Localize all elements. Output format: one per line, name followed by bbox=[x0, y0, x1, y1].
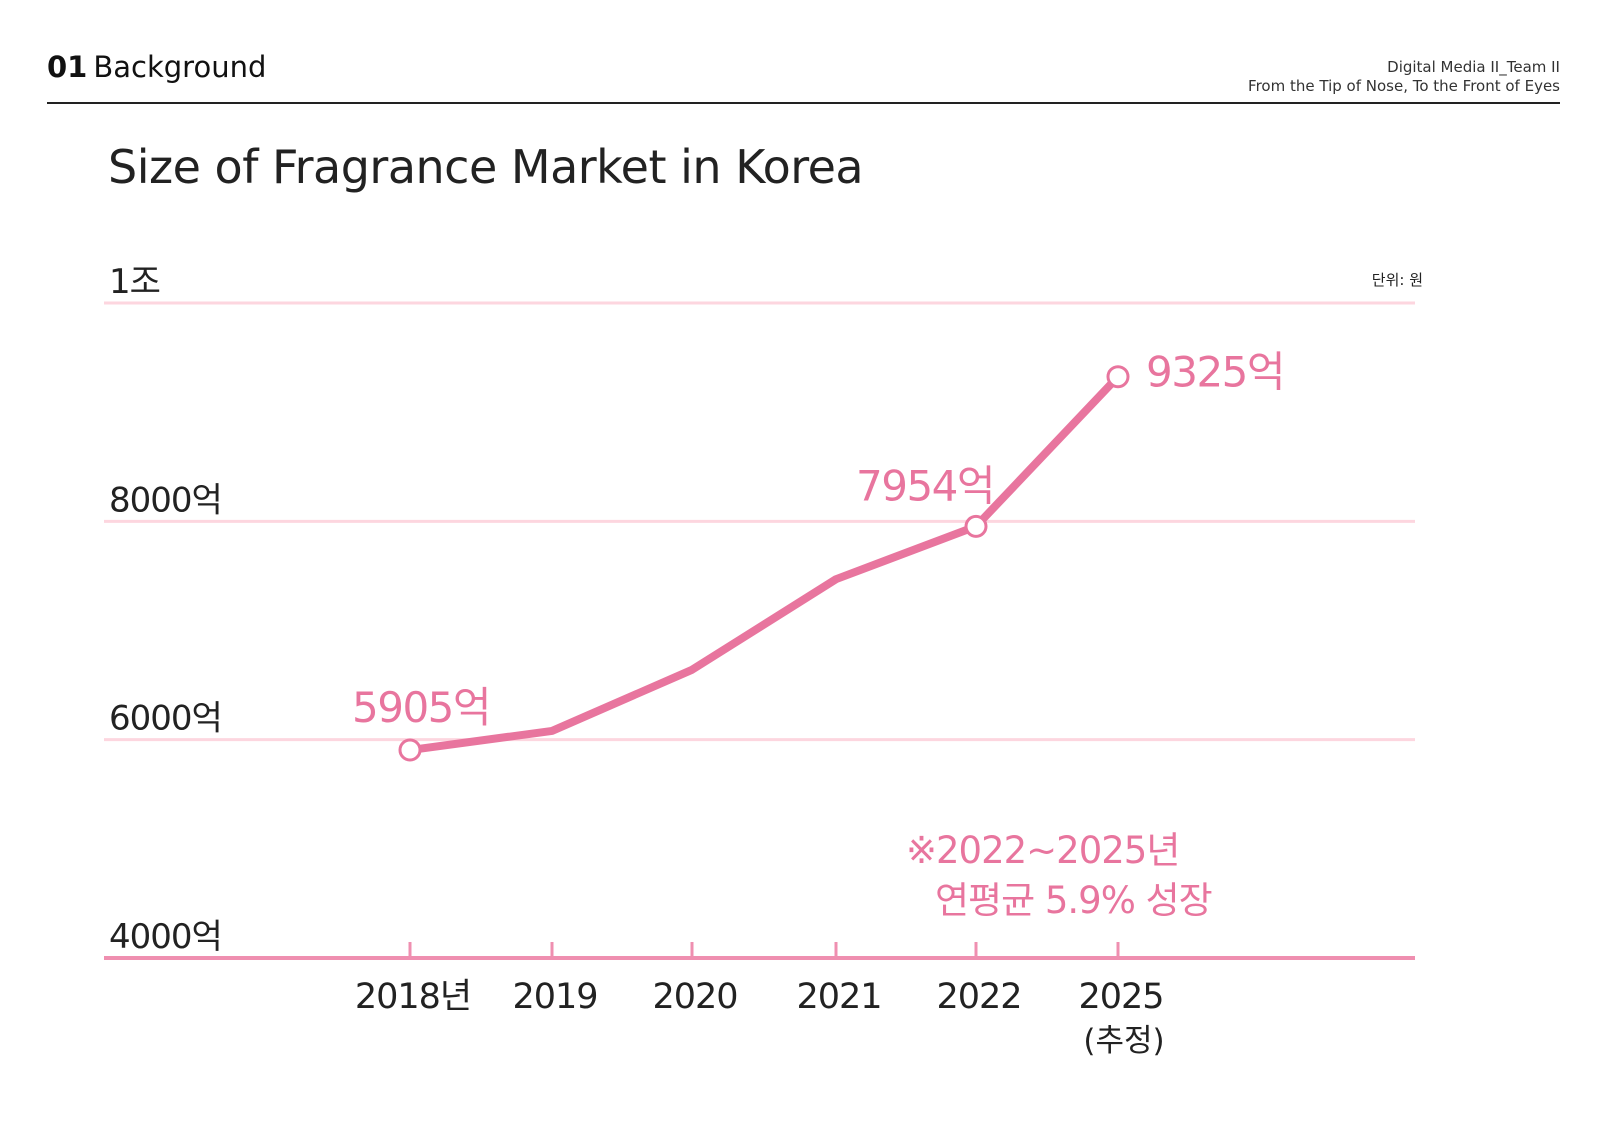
y-axis-labels: 4000억 6000억 8000억 1조 bbox=[109, 262, 223, 957]
data-markers bbox=[398, 365, 1130, 762]
data-point-marker bbox=[1106, 365, 1130, 389]
grid-lines bbox=[104, 301, 1415, 742]
x-tick-label: 2021 bbox=[796, 977, 881, 1017]
data-label: 5905억 bbox=[352, 683, 490, 732]
y-tick-label: 6000억 bbox=[109, 699, 222, 739]
annotation-line-1: ※2022~2025년 bbox=[906, 829, 1179, 872]
document-meta: Digital Media II_Team II From the Tip of… bbox=[1248, 58, 1560, 96]
unit-label: 단위: 원 bbox=[1372, 271, 1423, 289]
x-tick-label: 2025 bbox=[1078, 977, 1163, 1017]
y-tick-label: 4000억 bbox=[109, 917, 222, 957]
x-axis-labels: 2018년 2019 2020 2021 2022 2025 (추정) bbox=[355, 977, 1165, 1059]
header-divider bbox=[47, 102, 1560, 104]
section-number: 01 bbox=[47, 50, 88, 84]
section-title: Background bbox=[93, 50, 267, 84]
project-title: From the Tip of Nose, To the Front of Ey… bbox=[1248, 77, 1560, 95]
y-tick-label: 8000억 bbox=[109, 480, 222, 520]
data-label: 9325억 bbox=[1146, 348, 1284, 397]
annotation-line-2: 연평균 5.9% 성장 bbox=[935, 879, 1212, 922]
x-tick-label: 2020 bbox=[652, 977, 737, 1017]
series-line bbox=[406, 372, 1122, 755]
data-point-marker bbox=[964, 514, 988, 538]
x-axis bbox=[104, 942, 1415, 960]
chart-title: Size of Fragrance Market in Korea bbox=[108, 140, 864, 194]
x-tick-label: 2022 bbox=[936, 977, 1021, 1017]
x-tick-label: 2018년 bbox=[355, 977, 471, 1017]
series-polyline bbox=[406, 372, 1122, 755]
x-tick-label: 2019 bbox=[512, 977, 597, 1017]
x-tick-sublabel: (추정) bbox=[1083, 1023, 1164, 1059]
data-label: 7954억 bbox=[856, 461, 994, 510]
data-labels: 5905억 7954억 9325억 bbox=[352, 348, 1286, 732]
course-name: Digital Media II_Team II bbox=[1387, 58, 1560, 76]
y-tick-label: 1조 bbox=[109, 262, 160, 302]
data-point-marker bbox=[398, 738, 422, 762]
section-label: 01 Background bbox=[47, 50, 266, 84]
